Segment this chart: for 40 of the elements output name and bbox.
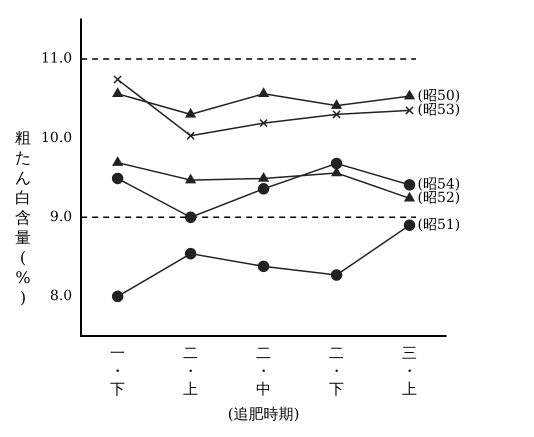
point — [258, 172, 269, 182]
x-tick-label: 二・中 — [256, 344, 272, 398]
point — [404, 90, 415, 100]
series-label: (昭52) — [418, 190, 460, 206]
point — [330, 269, 342, 281]
point — [405, 106, 414, 115]
point — [112, 88, 123, 98]
point — [113, 75, 122, 84]
x-tick-label: 二・上 — [183, 344, 198, 398]
point — [330, 158, 342, 170]
point — [186, 174, 196, 184]
point — [259, 118, 268, 128]
point — [112, 290, 124, 302]
series-label: (昭54) — [418, 176, 460, 192]
y-tick-label: 9.0 — [50, 208, 72, 225]
x-axis-title: (追肥時期) — [228, 404, 300, 423]
y-tick-label: 10.0 — [41, 130, 72, 146]
series-label: (昭51) — [418, 216, 460, 233]
y-tick-label: 8.0 — [50, 288, 72, 304]
point — [112, 172, 124, 184]
point — [186, 108, 196, 118]
point — [404, 179, 416, 191]
point — [258, 183, 270, 195]
point — [184, 212, 196, 224]
point — [404, 219, 416, 231]
point — [404, 192, 415, 202]
point — [186, 131, 195, 140]
x-tick-label: 一・下 — [110, 344, 126, 398]
point — [331, 100, 342, 109]
point — [112, 156, 123, 166]
series-label: (昭53) — [418, 102, 460, 118]
point — [258, 88, 269, 98]
text: 粗たん白含量(%) — [15, 128, 31, 307]
x-tick-label: 三・上 — [402, 344, 418, 398]
series-label: (昭50) — [418, 88, 460, 104]
y-tick-label: 11.0 — [41, 50, 72, 67]
point — [258, 260, 270, 272]
x-tick-label: 二・下 — [329, 344, 344, 398]
point — [332, 110, 341, 119]
point — [184, 248, 196, 260]
